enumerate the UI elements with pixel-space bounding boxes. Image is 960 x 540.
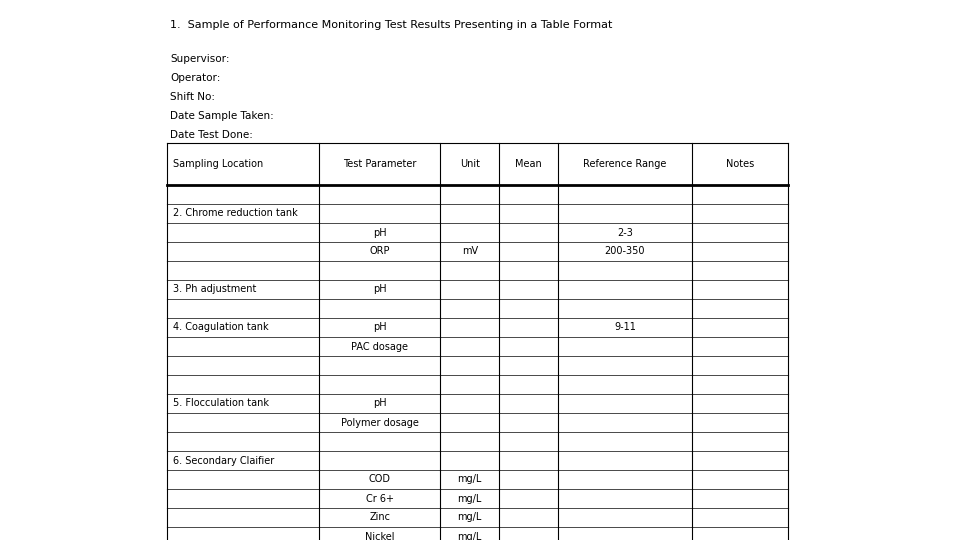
Text: Date Sample Taken:: Date Sample Taken: xyxy=(170,111,274,121)
Text: 200-350: 200-350 xyxy=(605,246,645,256)
Text: Operator:: Operator: xyxy=(170,73,221,83)
Text: pH: pH xyxy=(372,399,387,408)
Text: Polymer dosage: Polymer dosage xyxy=(341,417,419,428)
Text: pH: pH xyxy=(372,285,387,294)
Text: mg/L: mg/L xyxy=(458,512,482,523)
Text: Reference Range: Reference Range xyxy=(584,159,666,169)
Text: Supervisor:: Supervisor: xyxy=(170,54,229,64)
Text: PAC dosage: PAC dosage xyxy=(351,341,408,352)
Text: Mean: Mean xyxy=(516,159,542,169)
Text: 1.  Sample of Performance Monitoring Test Results Presenting in a Table Format: 1. Sample of Performance Monitoring Test… xyxy=(170,20,612,30)
Text: ORP: ORP xyxy=(370,246,390,256)
Text: 3. Ph adjustment: 3. Ph adjustment xyxy=(173,285,256,294)
Text: mV: mV xyxy=(462,246,478,256)
Text: Sampling Location: Sampling Location xyxy=(173,159,263,169)
Text: mg/L: mg/L xyxy=(458,475,482,484)
Text: 6. Secondary Claifier: 6. Secondary Claifier xyxy=(173,456,275,465)
Text: COD: COD xyxy=(369,475,391,484)
Text: 2. Chrome reduction tank: 2. Chrome reduction tank xyxy=(173,208,298,219)
Text: pH: pH xyxy=(372,227,387,238)
Text: Zinc: Zinc xyxy=(370,512,390,523)
Text: mg/L: mg/L xyxy=(458,531,482,540)
Text: Cr 6+: Cr 6+ xyxy=(366,494,394,503)
Text: Nickel: Nickel xyxy=(365,531,395,540)
Text: Test Parameter: Test Parameter xyxy=(343,159,417,169)
Text: 4. Coagulation tank: 4. Coagulation tank xyxy=(173,322,269,333)
Text: Shift No:: Shift No: xyxy=(170,92,215,102)
Text: 2-3: 2-3 xyxy=(617,227,633,238)
Text: 5. Flocculation tank: 5. Flocculation tank xyxy=(173,399,269,408)
Text: Notes: Notes xyxy=(726,159,754,169)
Text: 9-11: 9-11 xyxy=(614,322,636,333)
Text: mg/L: mg/L xyxy=(458,494,482,503)
Text: pH: pH xyxy=(372,322,387,333)
Text: Date Test Done:: Date Test Done: xyxy=(170,130,252,140)
Text: Unit: Unit xyxy=(460,159,480,169)
